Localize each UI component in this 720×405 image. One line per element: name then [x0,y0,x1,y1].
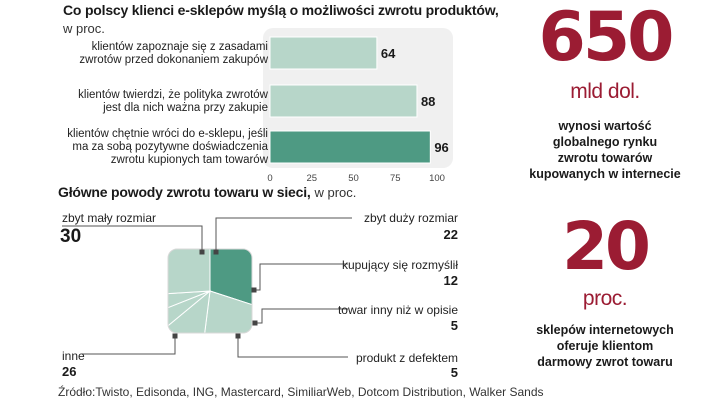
pie-subtitle: w proc. [314,185,357,200]
bar [269,130,431,164]
leader-marker [213,249,219,255]
pie-value: 12 [443,273,458,288]
pie-label: kupujący się rozmyślił [341,258,458,272]
pie-value: 5 [450,365,458,380]
stat-unit: mld dol. [570,80,640,103]
x-tick-label: 50 [348,173,359,184]
bar-value-label: 64 [381,46,396,61]
pie-label: inne [62,349,85,363]
x-tick-label: 75 [390,173,401,184]
x-tick-label: 0 [267,173,272,184]
bar-category-label: klientów zapoznaje się z zasadami zwrotó… [79,41,268,66]
leader-marker [251,287,257,293]
leader-line [82,337,176,355]
pie-slice [209,249,252,320]
bar-value-label: 88 [421,94,435,109]
pie-label: zbyt duży rozmiar [363,211,458,225]
bar [269,36,378,70]
pie-slice [168,289,211,333]
bar-category-label: klientów chętnie wróci do e-sklepu, jeśl… [67,128,268,166]
chart-subtitle: w proc. [63,21,105,36]
leader-line [215,217,352,253]
pie-title: Główne powody zwrotu towaru w sieci, [58,184,311,200]
x-tick-label: 100 [429,173,445,184]
pie-value: 30 [60,226,82,247]
pie-heading: Główne powody zwrotu towaru w sieci, w p… [58,184,356,200]
stat-description: sklepów internetowych oferuje klientom d… [536,323,674,369]
pie-value: 22 [443,227,458,242]
source-note: Źródło:Twisto, Edisonda, ING, Mastercard… [58,385,544,399]
pie-slice [168,290,211,325]
stat-value: 20 [562,208,651,285]
pie-value: 26 [62,364,77,379]
chart-title: Co polscy klienci e-sklepów myślą o możl… [63,2,499,18]
bar-chart: 64 88 96 0 25 50 75 100 [267,36,449,184]
leader-line [62,225,203,253]
x-tick-label: 25 [306,173,317,184]
pie-value: 5 [450,318,458,333]
stat-value: 650 [538,0,675,77]
pie-label: zbyt mały rozmiar [62,211,157,225]
pie-slice [198,290,252,333]
stat-description: wynosi wartość globalnego rynku zwrotu t… [529,119,681,181]
bar [269,84,418,118]
bar-value-label: 96 [434,140,448,155]
leader-marker [199,249,205,255]
leader-marker [235,333,241,339]
pie-label: produkt z defektem [355,351,458,365]
pie-label: towar inny niż w opisie [337,303,458,317]
leader-marker [172,333,178,339]
leader-marker [252,320,258,326]
pie-chart [62,217,352,358]
pie-slice [168,249,211,298]
leader-line [255,308,348,324]
bar-category-label: klientów twierdzi, że polityka zwrotów j… [78,89,268,114]
leader-line [237,337,348,358]
stat-unit: proc. [582,287,628,310]
leader-line [254,263,348,291]
